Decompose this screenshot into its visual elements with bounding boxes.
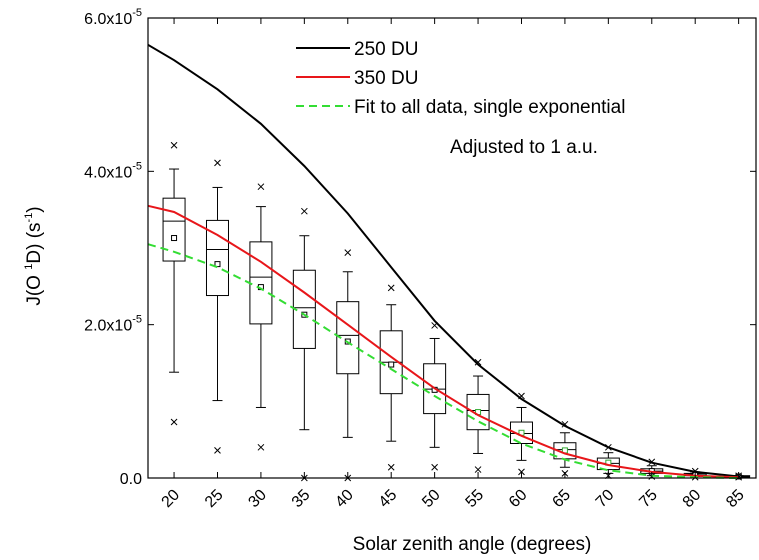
legend: 250 DU 350 DU Fit to all data, single expo… — [296, 39, 625, 118]
legend-label-2: Fit to all data, single exponential — [354, 97, 625, 118]
box-outlier — [474, 358, 482, 366]
x-tick-label: 20 — [159, 486, 184, 511]
series-line-1 — [147, 204, 739, 479]
series-line-0 — [147, 43, 739, 478]
box-outlier — [257, 183, 265, 191]
x-tick-label: 60 — [506, 486, 531, 511]
box-outlier — [257, 443, 265, 451]
box-outlier — [300, 207, 308, 215]
x-axis-label: Solar zenith angle (degrees) — [353, 534, 592, 555]
y-axis-label-end: ) — [24, 206, 45, 212]
box-45 — [379, 284, 403, 471]
x-tick-label: 40 — [332, 486, 357, 511]
outlier-stroke — [170, 141, 178, 149]
y-axis-label-main: J(O — [24, 270, 45, 306]
box-outlier — [170, 418, 178, 426]
outlier-stroke — [561, 420, 569, 428]
box-25 — [205, 159, 229, 454]
outlier-stroke — [300, 207, 308, 215]
outlier-stroke — [387, 463, 395, 471]
x-tick-label: 30 — [245, 486, 270, 511]
box-40 — [336, 249, 360, 482]
box-outlier — [387, 463, 395, 471]
box-mean-marker — [214, 261, 221, 268]
x-tick-label: 50 — [419, 486, 444, 511]
x-tick-label: 80 — [680, 486, 705, 511]
y-tick-label: 4.0x10-5 — [84, 160, 142, 181]
outlier-stroke — [431, 463, 438, 471]
y-tick-label: 2.0x10-5 — [84, 314, 142, 335]
series-line-2 — [147, 243, 739, 479]
y-tick-label-base: 2.0x10 — [84, 318, 132, 335]
outlier-stroke — [387, 284, 395, 292]
y-axis-label-sup2: -1 — [23, 213, 35, 223]
x-tick-label: 85 — [723, 486, 748, 511]
x-tick-label: 75 — [636, 486, 661, 511]
legend-label-0: 250 DU — [354, 39, 418, 60]
x-tick-label: 55 — [463, 486, 488, 511]
x-tick-label: 25 — [202, 486, 227, 511]
y-tick-label-exp: -5 — [132, 7, 142, 19]
y-tick-label-base: 0.0 — [120, 471, 142, 488]
plot-frame — [147, 17, 757, 479]
box-iqr — [249, 241, 273, 325]
outlier-stroke — [257, 183, 265, 191]
outlier-stroke — [518, 468, 525, 476]
y-tick-label-exp: -5 — [132, 160, 142, 172]
box-outlier — [387, 284, 395, 292]
x-tick-label: 65 — [549, 486, 574, 511]
y-axis-label-mid: D) (s — [24, 222, 45, 263]
y-tick-label-base: 4.0x10 — [84, 164, 132, 181]
outlier-stroke — [214, 159, 221, 167]
box-outlier — [214, 159, 221, 167]
box-mean-marker — [171, 235, 178, 242]
x-tick-label: 70 — [593, 486, 618, 511]
y-axis-label: J(O 1D) (s-1) — [23, 206, 45, 305]
box-outlier — [474, 466, 482, 473]
box-outlier — [344, 249, 352, 256]
box-outlier — [518, 468, 525, 476]
legend-label-1: 350 DU — [354, 68, 418, 89]
y-tick-label: 6.0x10-5 — [84, 7, 142, 28]
outlier-stroke — [474, 466, 482, 473]
box-35 — [292, 207, 316, 482]
box-outlier — [431, 463, 438, 471]
box-outlier — [170, 141, 178, 149]
box-outlier — [214, 447, 221, 454]
x-tick-label: 45 — [376, 486, 401, 511]
box-mean-marker — [388, 361, 395, 368]
y-axis-label-sup1: 1 — [23, 264, 35, 270]
box-30 — [249, 183, 273, 451]
box-20 — [162, 141, 186, 426]
annotation: Adjusted to 1 a.u. — [450, 137, 598, 158]
x-tick-label: 35 — [289, 486, 314, 511]
y-tick-label-exp: -5 — [132, 314, 142, 326]
outlier-stroke — [170, 418, 178, 426]
outlier-stroke — [257, 443, 265, 451]
outlier-stroke — [214, 447, 221, 454]
outlier-stroke — [344, 249, 352, 256]
y-tick-label: 0.0 — [120, 471, 142, 488]
box-60 — [509, 392, 533, 476]
outlier-stroke — [474, 358, 482, 366]
y-tick-label-base: 6.0x10 — [84, 11, 132, 28]
